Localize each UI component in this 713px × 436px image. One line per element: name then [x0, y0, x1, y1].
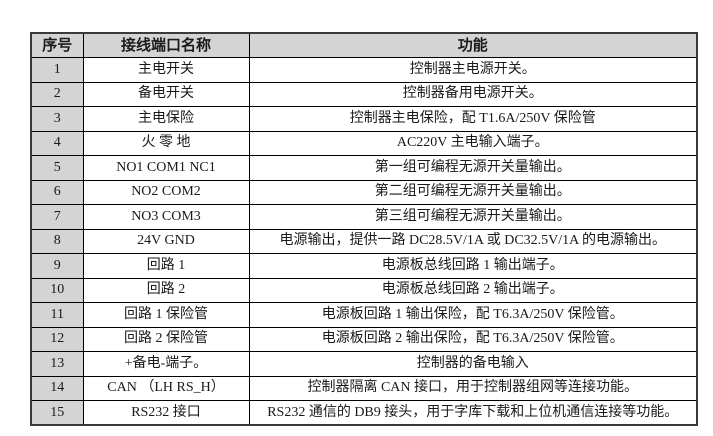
- table-row: 11 回路 1 保险管 电源板回路 1 输出保险，配 T6.3A/250V 保险…: [30, 302, 698, 328]
- table-row: 13 +备电-端子。 控制器的备电输入: [30, 351, 698, 377]
- table-row: 15 RS232 接口 RS232 通信的 DB9 接头，用于字库下载和上位机通…: [30, 400, 698, 426]
- table-row: 8 24V GND 电源输出，提供一路 DC28.5V/1A 或 DC32.5V…: [30, 228, 698, 254]
- cell-function: 电源板总线回路 1 输出端子。: [248, 253, 698, 279]
- cell-function: 控制器备用电源开关。: [248, 81, 698, 107]
- cell-serial-number: 14: [30, 375, 84, 401]
- cell-port-name: CAN （LH RS_H）: [82, 375, 250, 401]
- cell-port-name: NO2 COM2: [82, 179, 250, 205]
- cell-serial-number: 1: [30, 57, 84, 83]
- table-row: 12 回路 2 保险管 电源板回路 2 输出保险，配 T6.3A/250V 保险…: [30, 326, 698, 352]
- column-header-func: 功能: [248, 32, 698, 58]
- cell-serial-number: 10: [30, 277, 84, 303]
- cell-function: 第三组可编程无源开关量输出。: [248, 204, 698, 230]
- cell-serial-number: 9: [30, 253, 84, 279]
- cell-function: 控制器主电保险，配 T1.6A/250V 保险管: [248, 106, 698, 132]
- table-row: 9 回路 1 电源板总线回路 1 输出端子。: [30, 253, 698, 279]
- cell-serial-number: 15: [30, 400, 84, 426]
- cell-function: AC220V 主电输入端子。: [248, 130, 698, 156]
- cell-function: 电源板回路 2 输出保险，配 T6.3A/250V 保险管。: [248, 326, 698, 352]
- cell-port-name: 备电开关: [82, 81, 250, 107]
- cell-port-name: 24V GND: [82, 228, 250, 254]
- cell-port-name: 回路 1: [82, 253, 250, 279]
- cell-function: 控制器的备电输入: [248, 351, 698, 377]
- cell-serial-number: 8: [30, 228, 84, 254]
- cell-function: 控制器主电源开关。: [248, 57, 698, 83]
- table-row: 10 回路 2 电源板总线回路 2 输出端子。: [30, 277, 698, 303]
- cell-port-name: RS232 接口: [82, 400, 250, 426]
- column-header-name: 接线端口名称: [82, 32, 250, 58]
- cell-port-name: NO3 COM3: [82, 204, 250, 230]
- table-body: 1 主电开关 控制器主电源开关。 2 备电开关 控制器备用电源开关。 3 主电保…: [30, 57, 698, 426]
- table-row: 3 主电保险 控制器主电保险，配 T1.6A/250V 保险管: [30, 106, 698, 132]
- cell-function: 控制器隔离 CAN 接口，用于控制器组网等连接功能。: [248, 375, 698, 401]
- cell-port-name: 回路 1 保险管: [82, 302, 250, 328]
- cell-serial-number: 7: [30, 204, 84, 230]
- cell-function: 第二组可编程无源开关量输出。: [248, 179, 698, 205]
- column-header-no: 序号: [30, 32, 84, 58]
- table-row: 14 CAN （LH RS_H） 控制器隔离 CAN 接口，用于控制器组网等连接…: [30, 375, 698, 401]
- cell-port-name: NO1 COM1 NC1: [82, 155, 250, 181]
- cell-serial-number: 11: [30, 302, 84, 328]
- cell-serial-number: 3: [30, 106, 84, 132]
- cell-serial-number: 12: [30, 326, 84, 352]
- cell-port-name: 回路 2: [82, 277, 250, 303]
- header-row: 序号 接线端口名称 功能: [30, 32, 698, 58]
- cell-port-name: 回路 2 保险管: [82, 326, 250, 352]
- table-row: 7 NO3 COM3 第三组可编程无源开关量输出。: [30, 204, 698, 230]
- cell-port-name: +备电-端子。: [82, 351, 250, 377]
- cell-serial-number: 6: [30, 179, 84, 205]
- table-row: 6 NO2 COM2 第二组可编程无源开关量输出。: [30, 179, 698, 205]
- cell-port-name: 主电开关: [82, 57, 250, 83]
- cell-function: 第一组可编程无源开关量输出。: [248, 155, 698, 181]
- table-header: 序号 接线端口名称 功能: [30, 32, 698, 58]
- table-row: 5 NO1 COM1 NC1 第一组可编程无源开关量输出。: [30, 155, 698, 181]
- cell-port-name: 主电保险: [82, 106, 250, 132]
- cell-function: 电源板总线回路 2 输出端子。: [248, 277, 698, 303]
- cell-serial-number: 4: [30, 130, 84, 156]
- cell-serial-number: 13: [30, 351, 84, 377]
- cell-function: 电源板回路 1 输出保险，配 T6.3A/250V 保险管。: [248, 302, 698, 328]
- table-row: 1 主电开关 控制器主电源开关。: [30, 57, 698, 83]
- table-row: 4 火 零 地 AC220V 主电输入端子。: [30, 130, 698, 156]
- terminal-table: 序号 接线端口名称 功能 1 主电开关 控制器主电源开关。 2 备电开关 控制器…: [30, 32, 698, 426]
- cell-serial-number: 5: [30, 155, 84, 181]
- table-row: 2 备电开关 控制器备用电源开关。: [30, 81, 698, 107]
- cell-serial-number: 2: [30, 81, 84, 107]
- cell-function: RS232 通信的 DB9 接头，用于字库下载和上位机通信连接等功能。: [248, 400, 698, 426]
- cell-function: 电源输出，提供一路 DC28.5V/1A 或 DC32.5V/1A 的电源输出。: [248, 228, 698, 254]
- cell-port-name: 火 零 地: [82, 130, 250, 156]
